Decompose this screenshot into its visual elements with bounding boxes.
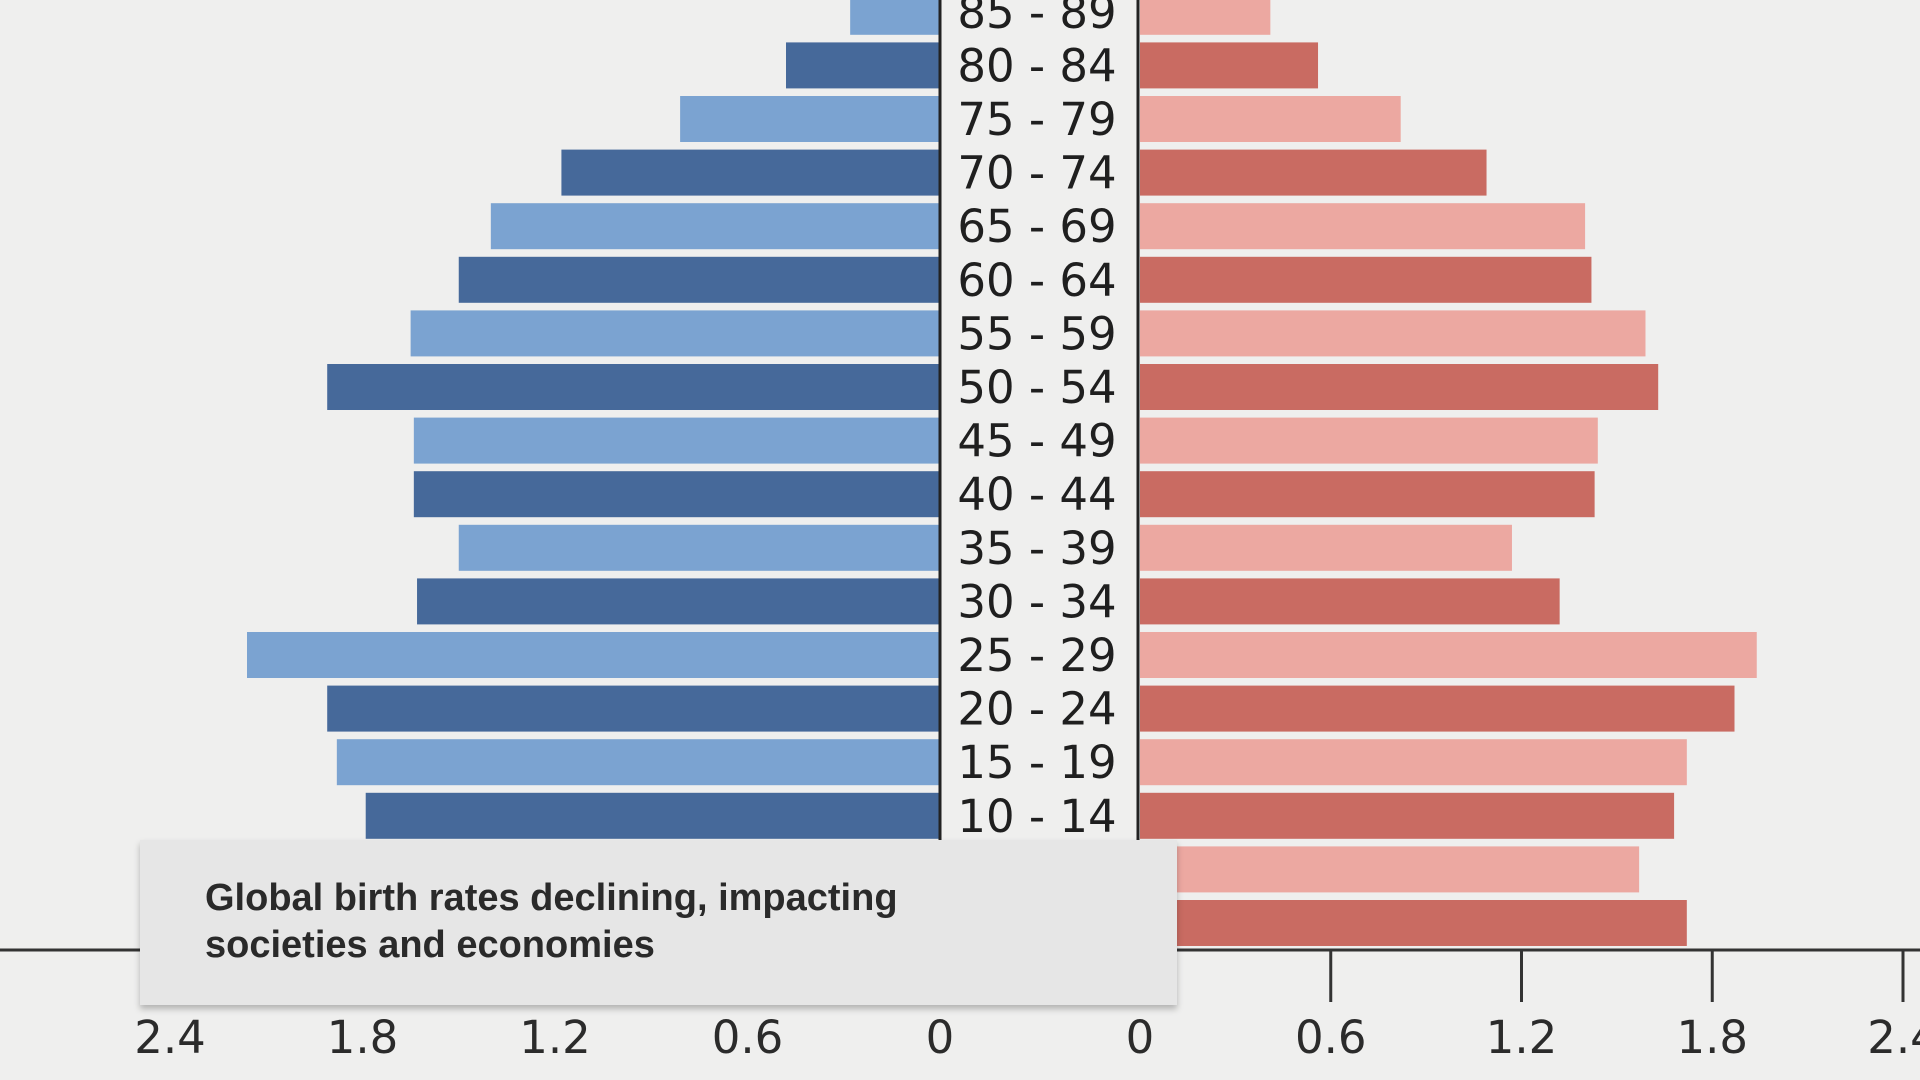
age-label: 70 - 74 [957, 147, 1116, 200]
bar-left-15-19 [336, 739, 940, 786]
bar-left-30-34 [417, 578, 941, 625]
x-tick-label: 2.4 [134, 1011, 206, 1064]
bar-right-50-54 [1140, 364, 1659, 410]
age-label: 25 - 29 [957, 629, 1116, 682]
bar-right-75-79 [1140, 96, 1401, 142]
age-label: 55 - 59 [957, 307, 1116, 360]
age-label: 50 - 54 [957, 361, 1116, 414]
bar-right-45-49 [1140, 417, 1598, 464]
bar-left-45-49 [413, 417, 940, 464]
bar-right-15-19 [1140, 739, 1687, 786]
age-label: 80 - 84 [957, 39, 1116, 92]
bar-left-70-74 [561, 149, 940, 196]
bar-left-60-64 [458, 256, 940, 303]
x-tick-label: 0.6 [1295, 1011, 1367, 1064]
bar-right-40-44 [1140, 471, 1595, 518]
bar-left-75-79 [680, 96, 940, 142]
age-label: 85 - 89 [957, 0, 1116, 39]
bar-left-40-44 [413, 471, 940, 518]
bar-left-85-89 [850, 0, 940, 35]
bar-right-30-34 [1140, 578, 1560, 625]
bar-left-20-24 [327, 685, 940, 732]
age-label: 45 - 49 [957, 415, 1116, 468]
bar-right-10-14 [1140, 792, 1675, 839]
age-label: 40 - 44 [957, 468, 1116, 521]
age-label: 65 - 69 [957, 200, 1116, 253]
bar-right-20-24 [1140, 685, 1735, 732]
bar-left-80-84 [786, 42, 940, 89]
x-tick-label: 1.8 [327, 1011, 399, 1064]
bar-right-55-59 [1140, 310, 1646, 357]
bar-right-5-9 [1140, 846, 1640, 893]
age-label: 60 - 64 [957, 254, 1116, 307]
x-tick-label: 1.2 [519, 1011, 591, 1064]
caption-box: Global birth rates declining, impacting … [140, 840, 1177, 1005]
bar-left-25-29 [247, 632, 940, 678]
male-bars [247, 0, 941, 946]
x-tick-label: 1.8 [1676, 1011, 1748, 1064]
bar-left-35-39 [458, 524, 940, 571]
bar-left-65-69 [490, 203, 940, 250]
bar-right-35-39 [1140, 524, 1512, 571]
age-label: 35 - 39 [957, 522, 1116, 575]
bar-right-65-69 [1140, 203, 1586, 250]
age-label: 30 - 34 [957, 575, 1116, 628]
bar-right-25-29 [1140, 632, 1757, 678]
bar-right-80-84 [1140, 42, 1319, 89]
bar-left-10-14 [365, 792, 940, 839]
center-axis [938, 0, 1140, 950]
female-bars [1140, 0, 1757, 946]
x-tick-label: 2.4 [1867, 1011, 1920, 1064]
age-label: 20 - 24 [957, 683, 1116, 736]
age-label: 75 - 79 [957, 93, 1116, 146]
caption-line-2: societies and economies [205, 924, 655, 966]
bar-right-60-64 [1140, 256, 1592, 303]
x-tick-label: 0 [1126, 1011, 1155, 1064]
x-tick-label: 0 [926, 1011, 955, 1064]
bar-right-0-4 [1140, 900, 1687, 946]
bar-left-55-59 [410, 310, 940, 357]
age-label: 15 - 19 [957, 736, 1116, 789]
caption-line-1: Global birth rates declining, impacting [205, 877, 898, 919]
age-label: 10 - 14 [957, 790, 1116, 843]
caption-text: Global birth rates declining, impacting … [205, 875, 1105, 969]
bar-left-50-54 [327, 364, 940, 410]
bar-right-85-89 [1140, 0, 1271, 35]
bar-right-70-74 [1140, 149, 1487, 196]
x-tick-label: 0.6 [712, 1011, 784, 1064]
x-tick-label: 1.2 [1486, 1011, 1558, 1064]
